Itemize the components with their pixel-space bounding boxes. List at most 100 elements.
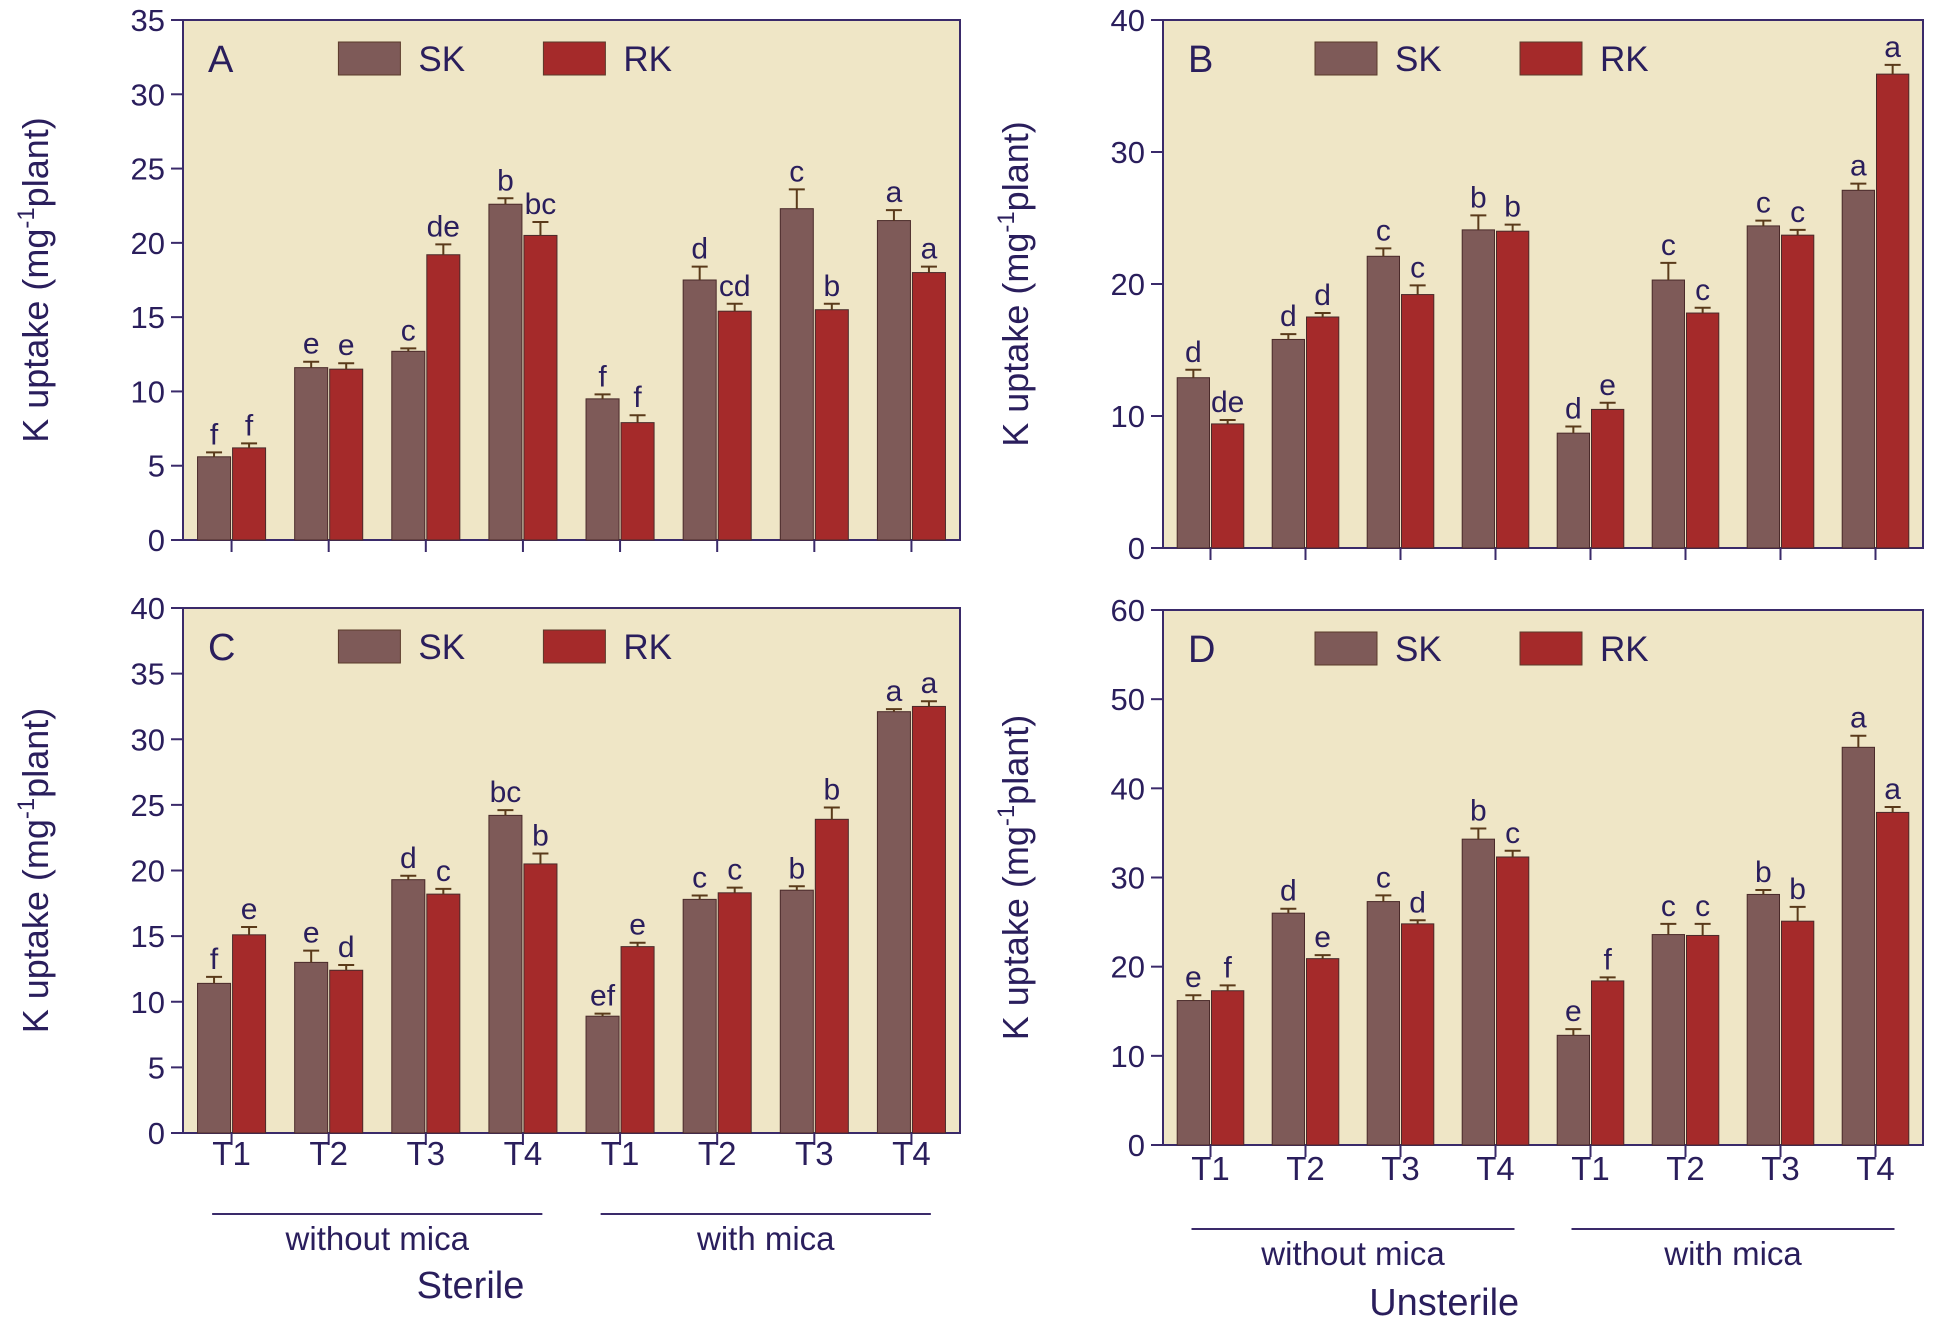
- bar-rk-5: [1591, 980, 1625, 1146]
- condition-label: Sterile: [417, 1265, 525, 1307]
- significance-label: d: [691, 233, 708, 266]
- y-tick-label: 20: [131, 226, 165, 261]
- significance-label: c: [401, 314, 416, 347]
- x-tick-label: T3: [1761, 1150, 1800, 1187]
- x-tick-label: T3: [795, 1135, 834, 1172]
- legend-swatch-sk: [1314, 631, 1378, 666]
- bar-rk-2: [1306, 316, 1340, 549]
- bar-rk-4: [523, 863, 558, 1134]
- significance-label: b: [1755, 856, 1772, 889]
- y-tick-label: 30: [131, 77, 165, 112]
- significance-label: d: [1185, 336, 1202, 369]
- significance-label: d: [1280, 875, 1297, 908]
- group-label: with mica: [696, 1220, 835, 1257]
- y-axis-title: K uptake (mg-1plant): [993, 121, 1036, 447]
- y-tick-label: 5: [148, 1050, 165, 1085]
- y-tick-label: 60: [1111, 593, 1145, 628]
- y-tick-label: 25: [131, 152, 165, 187]
- panel-letter: B: [1188, 39, 1213, 81]
- bar-sk-5: [1556, 432, 1590, 549]
- panel-letter: C: [208, 627, 235, 669]
- significance-label: a: [1884, 773, 1901, 806]
- significance-label: b: [1470, 794, 1487, 827]
- legend-label-sk: SK: [1395, 630, 1442, 669]
- significance-label: e: [241, 893, 258, 926]
- bar-rk-5: [620, 422, 655, 541]
- bar-rk-2: [1306, 958, 1340, 1146]
- bar-sk-6: [1651, 279, 1685, 549]
- significance-label: c: [1790, 196, 1805, 229]
- significance-label: c: [1661, 890, 1676, 923]
- significance-label: ef: [590, 980, 616, 1013]
- bar-rk-8: [911, 272, 946, 541]
- significance-label: e: [1185, 961, 1202, 994]
- bar-sk-1: [197, 456, 232, 541]
- bar-rk-6: [1686, 312, 1720, 549]
- x-tick-label: T4: [504, 1135, 543, 1172]
- significance-label: a: [921, 233, 938, 266]
- significance-label: c: [789, 155, 804, 188]
- significance-label: a: [1884, 31, 1901, 64]
- x-tick-label: T4: [1856, 1150, 1895, 1187]
- panel-letter: D: [1188, 629, 1215, 671]
- significance-label: d: [1280, 300, 1297, 333]
- significance-label: f: [598, 360, 607, 393]
- significance-label: b: [823, 774, 840, 807]
- y-tick-label: 10: [1111, 399, 1145, 434]
- panel-c: 0 5 10 15 20 25 30 35 40 K uptake (mg-1plant) C SK R…: [13, 591, 961, 1307]
- bar-sk-1: [197, 982, 232, 1134]
- y-tick-label: 20: [131, 854, 165, 889]
- y-tick-label: 10: [131, 985, 165, 1020]
- bar-rk-4: [523, 234, 558, 541]
- y-tick-label: 35: [131, 657, 165, 692]
- significance-label: b: [1789, 873, 1806, 906]
- bar-rk-7: [1781, 920, 1815, 1146]
- significance-label: c: [1376, 861, 1391, 894]
- significance-label: f: [1223, 951, 1232, 984]
- x-tick-label: T4: [892, 1135, 931, 1172]
- bar-rk-3: [1401, 923, 1435, 1146]
- bar-rk-7: [814, 818, 849, 1134]
- bar-sk-4: [1461, 229, 1495, 549]
- y-tick-label: 0: [148, 523, 165, 558]
- bar-sk-2: [294, 367, 329, 541]
- y-axis-title: K uptake (mg-1plant): [13, 708, 56, 1034]
- legend-swatch-rk: [1519, 41, 1583, 76]
- bar-rk-1: [232, 447, 267, 541]
- significance-label: c: [1695, 890, 1710, 923]
- significance-label: c: [1661, 229, 1676, 262]
- significance-label: b: [532, 819, 549, 852]
- x-tick-label: T1: [601, 1135, 640, 1172]
- y-tick-label: 30: [131, 722, 165, 757]
- bar-sk-8: [1841, 189, 1875, 549]
- bar-sk-5: [585, 398, 620, 541]
- bar-sk-8: [876, 220, 911, 541]
- bar-sk-7: [779, 208, 814, 541]
- bar-sk-3: [1366, 255, 1400, 549]
- group-label: with mica: [1663, 1235, 1802, 1272]
- bar-rk-8: [911, 705, 946, 1134]
- bar-rk-4: [1496, 856, 1530, 1146]
- bar-sk-2: [1271, 912, 1305, 1146]
- bar-sk-4: [488, 814, 523, 1134]
- y-axis-title: K uptake (mg-1plant): [993, 715, 1036, 1041]
- legend-swatch-rk: [542, 41, 606, 76]
- bar-rk-6: [717, 310, 752, 541]
- y-tick-label: 10: [131, 374, 165, 409]
- significance-label: de: [427, 210, 460, 243]
- bar-sk-1: [1176, 377, 1210, 549]
- bar-sk-3: [391, 350, 426, 541]
- condition-label: Unsterile: [1369, 1282, 1519, 1324]
- bar-sk-5: [1556, 1034, 1590, 1146]
- significance-label: d: [1565, 393, 1582, 426]
- significance-label: c: [1505, 817, 1520, 850]
- legend-swatch-rk: [1519, 631, 1583, 666]
- significance-label: e: [1565, 995, 1582, 1028]
- bar-rk-2: [329, 969, 364, 1134]
- significance-label: e: [338, 329, 355, 362]
- significance-label: c: [727, 854, 742, 887]
- panel-a: 0 5 10 15 20 25 30 35 K uptake (mg-1plant) A SK RK f…: [13, 3, 961, 558]
- y-axis-title: K uptake (mg-1plant): [13, 117, 56, 443]
